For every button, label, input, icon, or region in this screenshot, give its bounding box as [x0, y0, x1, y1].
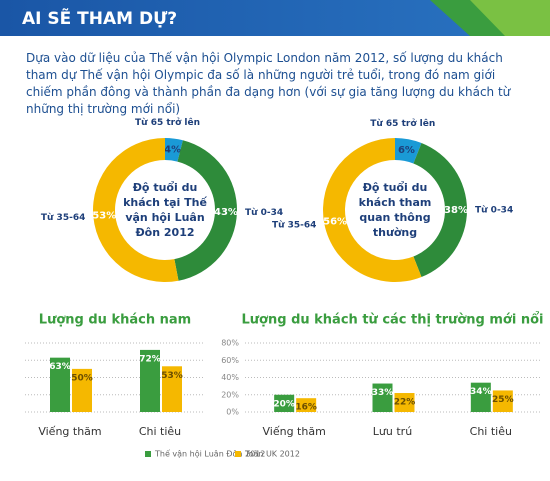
segment-category-label: Từ 65 trở lên — [135, 117, 200, 128]
bar — [492, 390, 513, 412]
bar — [372, 383, 393, 412]
segment-value-label: 38% — [444, 205, 468, 216]
bar — [274, 394, 295, 412]
bar — [296, 398, 317, 412]
header-accent — [470, 0, 550, 36]
bar-value-label: 53% — [161, 371, 183, 381]
intro-text: Dựa vào dữ liệu của Thế vận hội Olympic … — [26, 51, 511, 116]
x-tick-label: Chi tiêu — [139, 425, 181, 438]
segment-value-label: 4% — [164, 144, 181, 155]
legend-label: Thế vận hội Luân Đôn 2012 — [154, 449, 265, 460]
bar — [72, 368, 92, 412]
header-title: AI SẼ THAM DỰ? — [22, 6, 177, 29]
segment-value-label: 53% — [92, 211, 116, 222]
y-tick-label: 80% — [221, 339, 239, 348]
segment-category-label: Từ 35-64 — [272, 220, 316, 230]
donut-title: Độ tuổi du khách tham quan thông thường — [358, 181, 432, 239]
bar-value-label: 25% — [492, 395, 514, 405]
bar-value-label: 20% — [273, 399, 295, 409]
segment-category-label: Từ 65 trở lên — [370, 118, 435, 129]
donut-segment — [395, 138, 422, 164]
donut-segment — [323, 137, 422, 282]
legend-swatch — [145, 451, 151, 457]
x-tick-label: Viếng thăm — [38, 425, 101, 438]
legend-label: Toàn UK 2012 — [244, 450, 300, 459]
bar-chart-title: Lượng du khách nam — [39, 313, 191, 328]
y-tick-label: 40% — [221, 373, 239, 382]
x-tick-label: Chi tiêu — [470, 425, 512, 438]
y-tick-label: 60% — [221, 356, 239, 365]
bar-value-label: 22% — [394, 398, 416, 408]
bar — [470, 382, 491, 412]
donut-center: Độ tuổi du khách tại Thế vận hội Luân Đô… — [123, 181, 207, 239]
donut-segment — [174, 140, 237, 281]
bar-value-label: 33% — [372, 388, 394, 398]
bar-value-label: 50% — [71, 373, 93, 383]
segment-value-label: 43% — [214, 207, 238, 218]
donut-segment — [92, 138, 179, 282]
bar — [140, 349, 160, 412]
bar-value-label: 72% — [139, 354, 161, 364]
donut-center: Độ tuổi du khách tham quan thông thường — [358, 181, 432, 239]
bar-value-label: 63% — [49, 362, 71, 372]
segment-category-label: Từ 0-34 — [245, 208, 283, 218]
donut-segment — [165, 138, 183, 162]
donut-title: Độ tuổi du khách tại Thế vận hội Luân Đô… — [123, 181, 207, 239]
segment-category-label: Từ 0-34 — [475, 206, 513, 216]
segment-category-label: Từ 35-64 — [41, 213, 85, 223]
bar — [394, 393, 415, 412]
x-tick-label: Viếng thăm — [263, 425, 326, 438]
bar-value-label: 34% — [470, 387, 492, 397]
legend-swatch — [235, 451, 241, 457]
segment-value-label: 56% — [323, 216, 347, 227]
bar — [162, 366, 182, 412]
y-tick-label: 20% — [221, 390, 239, 399]
segment-value-label: 6% — [398, 145, 415, 156]
x-tick-label: Lưu trú — [373, 425, 412, 438]
bar — [50, 357, 70, 412]
donut-segment — [413, 143, 467, 277]
y-tick-label: 0% — [226, 408, 239, 417]
bar-value-label: 16% — [295, 403, 317, 413]
bar-chart-title: Lượng du khách từ các thị trường mới nổi — [242, 312, 544, 328]
